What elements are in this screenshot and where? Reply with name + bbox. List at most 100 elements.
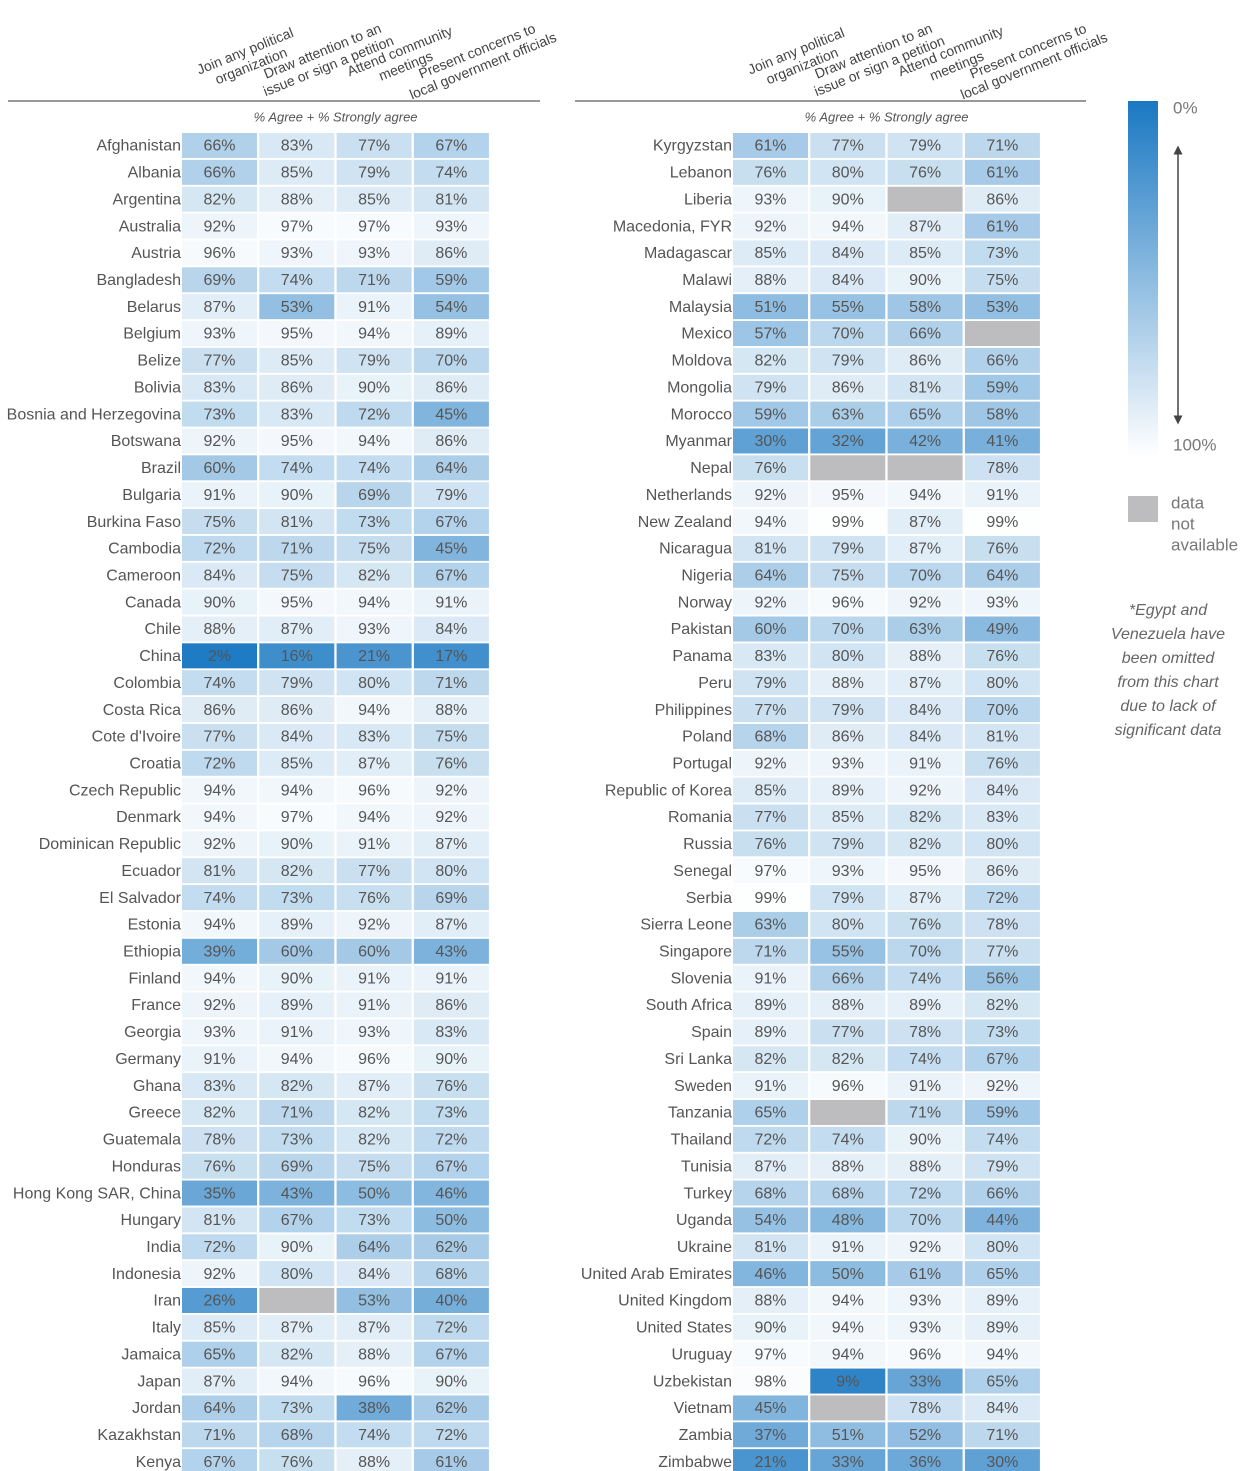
cell-label: 38% [358,1400,390,1417]
cell [733,1099,808,1125]
cell [887,1314,963,1340]
cell [887,777,963,803]
cell [887,186,963,212]
cell [336,1287,412,1313]
cell [810,643,886,669]
cell [733,133,808,158]
cell [336,401,412,427]
cell [413,1234,489,1260]
cell-label: 91% [358,997,390,1014]
cell-label: 88% [832,675,864,692]
cell [259,777,335,803]
cell-label: 41% [986,433,1018,450]
cell-label: 75% [832,567,864,584]
cell-label: 94% [358,433,390,450]
cell-label: 76% [754,836,786,853]
row-label: Chile [145,621,182,638]
cell-label: 21% [754,1454,786,1471]
cell-label: 67% [435,138,467,155]
cell [413,321,489,347]
row-label: Indonesia [112,1266,181,1283]
cell-label: 70% [832,621,864,638]
row-label: Czech Republic [69,782,181,799]
cell [182,1261,257,1287]
cell-label: 86% [909,353,941,370]
cell-label: 97% [358,218,390,235]
cell-label: 88% [358,1346,390,1363]
cell [887,133,963,158]
cell [733,374,808,400]
cell-label: 83% [986,809,1018,826]
row-label: Iran [153,1293,181,1310]
cell-label: 90% [754,1320,786,1337]
cell-label: 84% [832,272,864,289]
cell [413,911,489,937]
cell [413,992,489,1018]
cell-label: 85% [754,782,786,799]
cell [733,1422,808,1448]
cell-label: 76% [909,917,941,934]
cell [336,831,412,857]
cell [964,1019,1040,1045]
cell-label: 86% [435,433,467,450]
cell [887,374,963,400]
cell-label: 76% [435,1078,467,1095]
cell-label: 74% [909,970,941,987]
cell [964,885,1040,911]
cell [733,858,808,884]
cell-label: 40% [435,1293,467,1310]
cell-label: 54% [435,299,467,316]
cell [182,1341,257,1367]
row-label: Hungary [121,1212,181,1229]
cell-label: 51% [832,1427,864,1444]
cell-label: 88% [754,272,786,289]
cell-label: 61% [986,165,1018,182]
cell [413,643,489,669]
cell-label: 87% [358,1078,390,1095]
cell [733,159,808,185]
cell [182,1422,257,1448]
cell [182,133,257,158]
row-label: Sierra Leone [640,917,732,934]
cell-label: 80% [358,675,390,692]
cell-label: 71% [435,675,467,692]
cell [964,777,1040,803]
cell [259,697,335,723]
cell [810,1341,886,1367]
cell [336,1126,412,1152]
cell [887,643,963,669]
cell [259,1287,335,1313]
cell-label: 77% [203,729,235,746]
cell [336,697,412,723]
cell [336,589,412,615]
cell [733,589,808,615]
cell [733,482,808,508]
cell [887,535,963,561]
cell [259,294,335,320]
cell-label: 33% [909,1373,941,1390]
cell-label: 82% [909,836,941,853]
row-label: Philippines [655,702,732,719]
cell-label: 81% [986,729,1018,746]
cell [182,885,257,911]
cell [182,186,257,212]
cell-label: 89% [986,1293,1018,1310]
row-label: Germany [115,1051,181,1068]
cell [336,482,412,508]
row-label: Uganda [676,1212,732,1229]
cell-label: 74% [832,1132,864,1149]
cell [182,294,257,320]
cell [336,1368,412,1394]
cell [887,401,963,427]
row-label: Myanmar [665,433,732,450]
cell-label: 66% [203,138,235,155]
note: due to lack of [1120,698,1217,715]
cell [810,1368,886,1394]
cell [964,133,1040,158]
cell-label: 79% [358,165,390,182]
cell [733,1449,808,1471]
cell [810,1207,886,1233]
cell-label: 80% [832,648,864,665]
cell-label: 70% [435,353,467,370]
cell [336,723,412,749]
